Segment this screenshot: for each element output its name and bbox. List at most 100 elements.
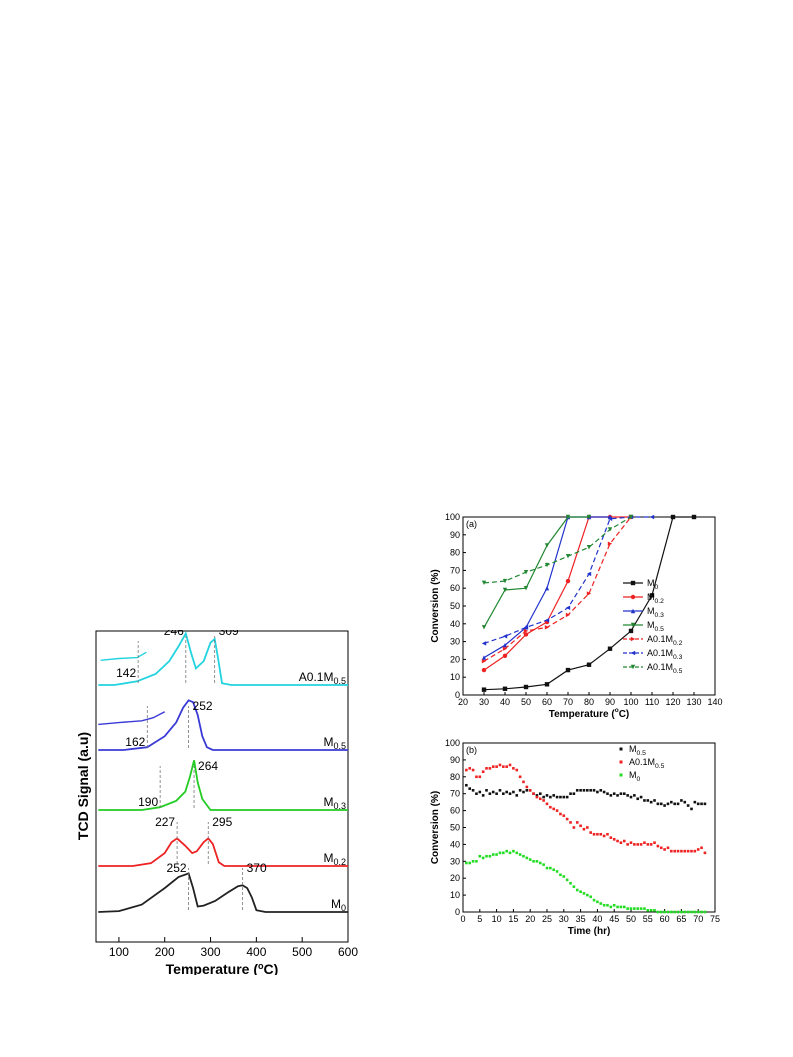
data-point-0 xyxy=(653,799,656,802)
data-point-1 xyxy=(700,846,703,850)
data-point-2 xyxy=(528,858,532,861)
data-point-2 xyxy=(475,860,478,863)
y-tick-label: 100 xyxy=(445,512,460,522)
data-point xyxy=(523,684,529,690)
x-tick-label: 110 xyxy=(645,697,659,707)
data-point-2 xyxy=(505,849,508,853)
data-point-1 xyxy=(515,768,519,772)
data-point xyxy=(630,580,636,586)
data-point-1 xyxy=(612,838,616,841)
data-point-0 xyxy=(636,797,640,801)
data-point-0 xyxy=(565,795,569,799)
data-point-1 xyxy=(468,767,472,770)
data-point-2 xyxy=(481,856,485,860)
series-label: M0.3 xyxy=(323,795,346,811)
data-point xyxy=(630,664,636,670)
data-point-1 xyxy=(485,767,488,770)
data-point-1 xyxy=(653,841,656,845)
y-axis-label: TCD Signal (a.u) xyxy=(78,732,91,840)
legend-label: A0.1M0.3 xyxy=(647,648,683,661)
data-point-2 xyxy=(619,905,623,909)
data-point xyxy=(502,587,508,593)
legend-label: A0.1M0.5 xyxy=(629,757,665,770)
data-point-1 xyxy=(683,849,687,853)
data-point xyxy=(502,686,508,691)
data-point-0 xyxy=(602,790,606,794)
data-point-1 xyxy=(586,826,589,829)
data-point-1 xyxy=(616,839,619,843)
data-point-2 xyxy=(569,881,572,885)
data-point-2 xyxy=(636,907,640,910)
x-tick-label: 70 xyxy=(563,697,573,707)
data-point-1 xyxy=(619,841,623,845)
data-point xyxy=(544,562,550,568)
peak-label: 264 xyxy=(198,759,218,773)
legend-marker-0 xyxy=(619,747,623,751)
data-point-1 xyxy=(471,768,475,772)
data-point-0 xyxy=(622,792,626,795)
data-point-1 xyxy=(663,848,666,851)
data-point-0 xyxy=(673,802,676,806)
data-point-0 xyxy=(468,787,472,790)
x-tick-label: 200 xyxy=(155,945,175,959)
data-point-1 xyxy=(552,807,556,811)
data-point-0 xyxy=(693,800,697,804)
data-point-1 xyxy=(535,795,539,799)
data-point-1 xyxy=(532,792,535,795)
data-point-1 xyxy=(481,770,485,774)
data-point-2 xyxy=(465,861,468,865)
data-point-2 xyxy=(555,870,559,873)
data-point-0 xyxy=(656,802,660,806)
panel-label: (b) xyxy=(466,745,477,755)
series-line-3 xyxy=(483,516,589,628)
data-point-1 xyxy=(579,824,582,828)
series-line-4 xyxy=(483,516,632,662)
data-point-2 xyxy=(700,910,703,914)
data-point xyxy=(628,514,634,520)
data-point-0 xyxy=(515,794,519,797)
data-point-2 xyxy=(485,854,488,858)
y-tick-label: 60 xyxy=(450,806,460,816)
data-point-1 xyxy=(538,797,542,801)
x-tick-label: 100 xyxy=(623,697,638,707)
data-point-0 xyxy=(629,795,633,799)
x-tick-label: 5 xyxy=(477,914,482,924)
data-point-1 xyxy=(565,817,569,821)
data-point-0 xyxy=(592,789,596,792)
data-point-1 xyxy=(599,832,603,836)
y-tick-label: 10 xyxy=(450,890,460,900)
data-point-2 xyxy=(693,910,697,914)
data-point-2 xyxy=(549,866,552,870)
data-point-2 xyxy=(559,873,562,877)
x-tick-label: 35 xyxy=(576,914,586,924)
x-tick-label: 60 xyxy=(660,914,670,924)
legend-label: M0.5 xyxy=(647,620,664,633)
data-point xyxy=(628,628,634,634)
data-point-2 xyxy=(488,854,492,858)
data-point-2 xyxy=(639,907,643,910)
data-point xyxy=(565,605,571,610)
y-tick-label: 80 xyxy=(450,548,460,558)
data-point-0 xyxy=(545,794,549,797)
data-point xyxy=(586,514,592,520)
data-point-1 xyxy=(629,841,633,845)
series-line-4 xyxy=(98,872,348,913)
data-point-2 xyxy=(653,909,656,912)
data-point-2 xyxy=(508,851,512,855)
data-point-2 xyxy=(690,910,693,914)
legend-label: M0.2 xyxy=(647,592,664,605)
y-tick-label: 50 xyxy=(450,601,460,611)
data-point-1 xyxy=(582,827,586,831)
peak-label: 162 xyxy=(125,735,145,749)
data-point xyxy=(544,618,550,623)
data-point-2 xyxy=(515,851,519,855)
data-point xyxy=(630,650,636,656)
data-point-1 xyxy=(575,821,579,824)
data-point-0 xyxy=(686,804,690,807)
y-tick-label: 0 xyxy=(455,690,460,700)
data-point xyxy=(630,594,636,600)
data-point-2 xyxy=(616,905,619,909)
data-point-1 xyxy=(673,849,676,853)
legend-label: M0 xyxy=(629,770,641,783)
data-point-2 xyxy=(659,910,663,914)
